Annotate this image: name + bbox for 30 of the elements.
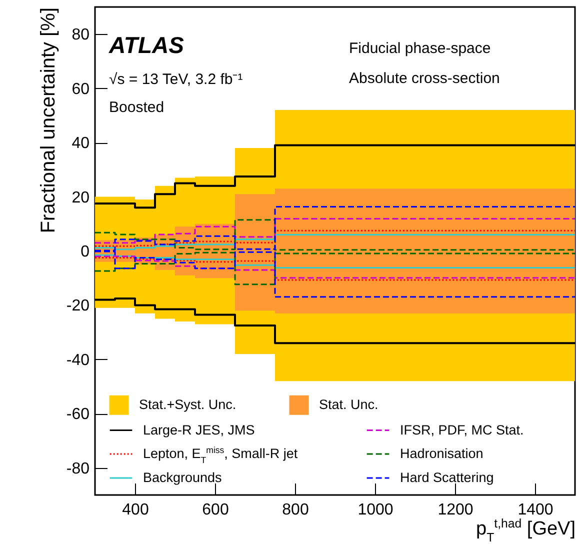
legend-label: Stat. Unc.: [319, 397, 378, 412]
annotation: Fiducial phase-space: [349, 40, 491, 57]
y-tick-label: -20: [66, 298, 90, 315]
x-tick-label: 1000: [358, 502, 394, 518]
annotation: Boosted: [109, 99, 164, 116]
y-tick-label: 80: [72, 26, 90, 44]
x-tick-label: 1200: [438, 502, 474, 518]
x-tick-label: 800: [282, 502, 309, 518]
annotation: √s = 13 TeV, 3.2 fb⁻¹: [109, 71, 243, 88]
legend-label: Hadronisation: [400, 446, 484, 461]
annotation: Absolute cross-section: [349, 70, 500, 87]
x-tick-label: 1400: [518, 502, 554, 518]
x-axis-title: p$_{T}$$^{t,had}$ [GeV]: [476, 516, 576, 544]
legend-label: Stat.+Syst. Unc.: [139, 397, 236, 412]
legend-label: Lepton, E$_{T}$$^{miss}$, Small-R jet: [143, 445, 298, 465]
y-tick-label: -80: [66, 460, 90, 478]
legend-label: Backgrounds: [143, 470, 222, 485]
y-tick-label: -40: [66, 352, 90, 369]
x-tick-label: 600: [202, 502, 229, 518]
y-tick-label: -60: [66, 406, 90, 424]
y-tick-label: 0: [80, 244, 90, 260]
legend-label: IFSR, PDF, MC Stat.: [400, 422, 524, 438]
annotation: ATLAS: [108, 32, 185, 58]
x-tick-label: 400: [122, 502, 149, 518]
legend-label: Large-R JES, JMS: [143, 422, 255, 438]
y-tick-label: 40: [72, 135, 90, 152]
y-axis-title: Fractional uncertainty [%]: [37, 8, 60, 234]
y-tick-label: 60: [72, 80, 90, 98]
legend-label: Hard Scattering: [400, 470, 494, 485]
y-tick-label: 20: [72, 189, 90, 206]
